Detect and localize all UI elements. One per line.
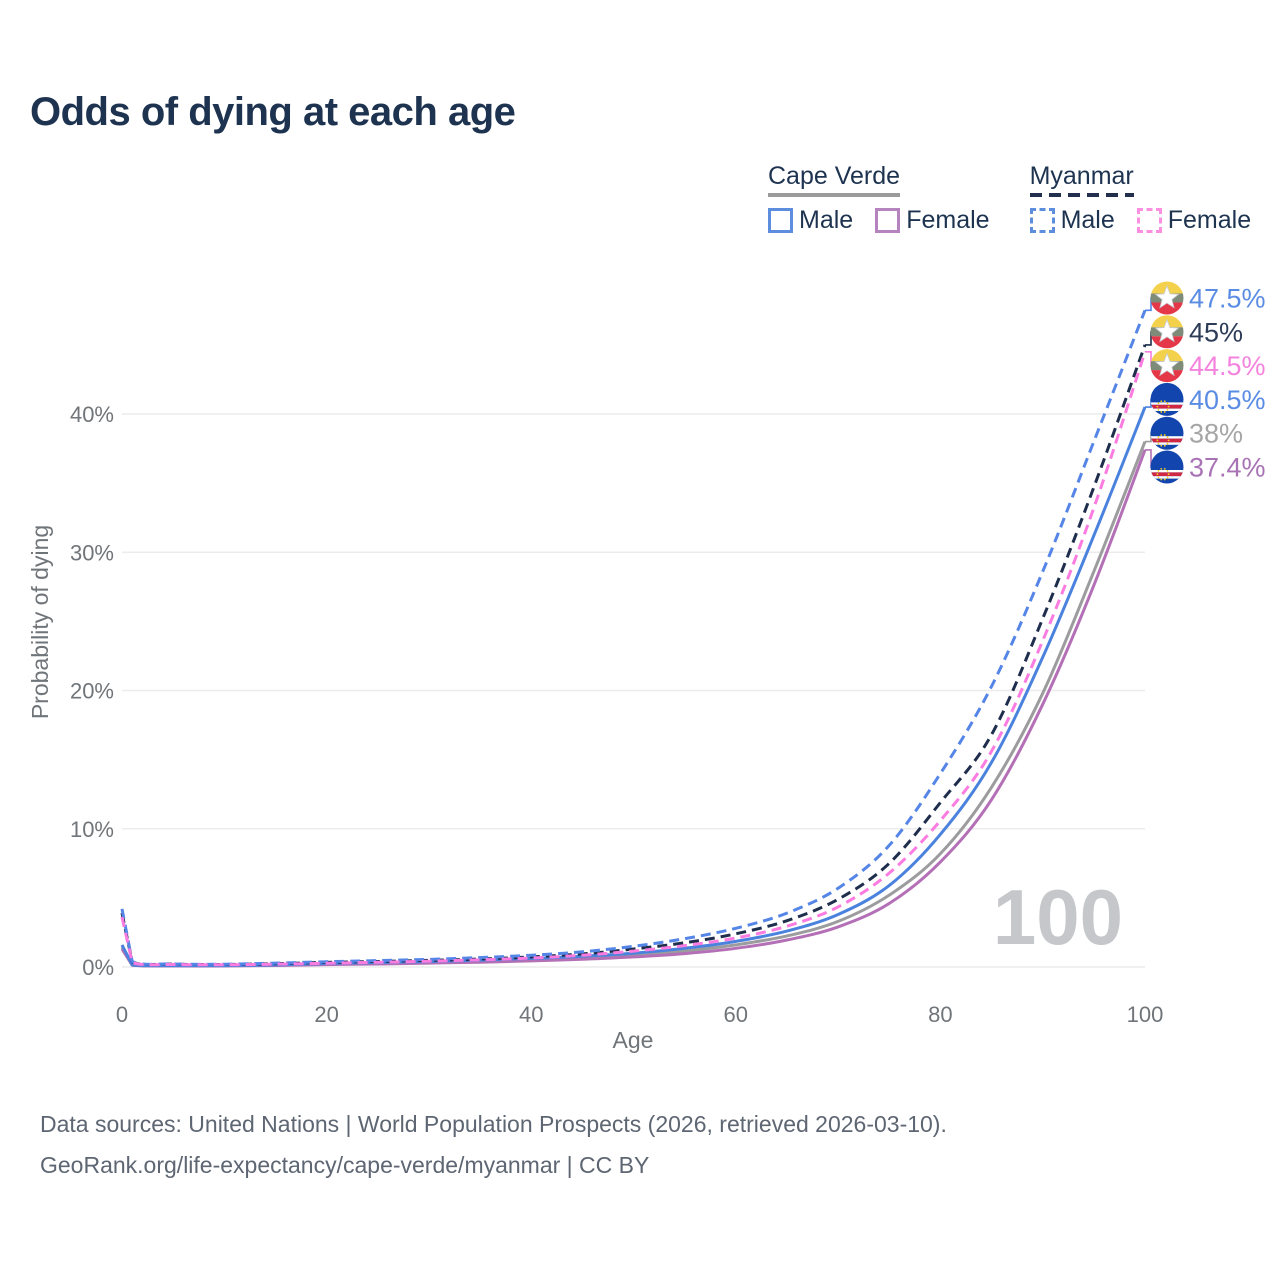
myanmar-flag-icon [1150, 281, 1184, 315]
series-line-cape-verde-both[interactable] [120, 441, 1147, 968]
x-tick-label: 0 [116, 1002, 128, 1027]
myanmar-female-swatch [1136, 208, 1162, 233]
end-value-label-myanmar-female: 44.5% [1189, 351, 1266, 381]
series-line-myanmar-both[interactable] [120, 344, 1147, 967]
page-title: Odds of dying at each age [30, 90, 516, 134]
end-value-label-myanmar-both: 45% [1189, 317, 1243, 347]
series-line-myanmar-female[interactable] [120, 351, 1147, 967]
cape-verde-flag-icon [1150, 416, 1184, 450]
y-axis-title: Probability of dying [27, 525, 53, 719]
legend-item-cape-verde-female[interactable]: Female [875, 206, 990, 235]
legend-group-cape-verde: Cape Verde Male Female [768, 163, 990, 235]
y-tick-label: 20% [70, 679, 114, 704]
series-line-cape-verde-female[interactable] [120, 449, 1147, 968]
legend-country-label: Cape Verde [768, 162, 901, 190]
y-tick-label: 10% [70, 817, 114, 842]
x-axis-title: Age [613, 1027, 654, 1053]
footer-attribution: GeoRank.org/life-expectancy/cape-verde/m… [40, 1152, 650, 1178]
legend-item-myanmar-female[interactable]: Female [1136, 206, 1252, 235]
legend-item-label: Male [1060, 206, 1115, 234]
legend: Cape Verde Male Female Myanmar [768, 163, 1251, 235]
legend-heading-myanmar: Myanmar [1029, 162, 1134, 197]
legend-item-cape-verde-male[interactable]: Male [768, 206, 853, 235]
footer-data-sources: Data sources: United Nations | World Pop… [40, 1111, 947, 1137]
legend-item-label: Female [1167, 206, 1252, 234]
y-tick-label: 0% [82, 955, 114, 980]
end-value-label-cape-verde-both: 38% [1189, 419, 1243, 449]
y-tick-label: 30% [70, 540, 114, 565]
myanmar-flag-icon [1150, 349, 1184, 383]
cape-verde-male-swatch [768, 208, 793, 233]
end-value-label-cape-verde-female: 37.4% [1189, 453, 1266, 483]
myanmar-male-swatch [1029, 208, 1055, 233]
legend-heading-cape-verde: Cape Verde [768, 162, 901, 197]
cape-verde-female-swatch [875, 208, 901, 233]
x-tick-label: 20 [314, 1002, 338, 1027]
cape-verde-line-sample [768, 193, 901, 197]
cape-verde-flag-icon [1150, 382, 1184, 416]
myanmar-flag-icon [1150, 315, 1184, 349]
end-value-label-myanmar-male: 47.5% [1189, 284, 1266, 314]
legend-country-label: Myanmar [1029, 162, 1134, 190]
x-tick-label: 60 [724, 1002, 748, 1027]
legend-item-label: Female [906, 206, 990, 234]
series-line-myanmar-male[interactable] [120, 309, 1147, 966]
end-value-label-cape-verde-male: 40.5% [1189, 385, 1266, 415]
x-tick-label: 100 [1127, 1002, 1164, 1027]
myanmar-line-sample [1029, 193, 1134, 197]
x-tick-label: 40 [519, 1002, 543, 1027]
legend-group-myanmar: Myanmar Male Female [1029, 162, 1252, 235]
legend-item-label: Male [799, 206, 854, 234]
legend-item-myanmar-male[interactable]: Male [1029, 206, 1115, 235]
y-tick-label: 40% [70, 402, 114, 427]
age-watermark: 100 [993, 873, 1123, 961]
cape-verde-flag-icon [1150, 450, 1184, 484]
footer: Data sources: United Nations | World Pop… [40, 1104, 947, 1186]
x-tick-label: 80 [928, 1002, 952, 1027]
